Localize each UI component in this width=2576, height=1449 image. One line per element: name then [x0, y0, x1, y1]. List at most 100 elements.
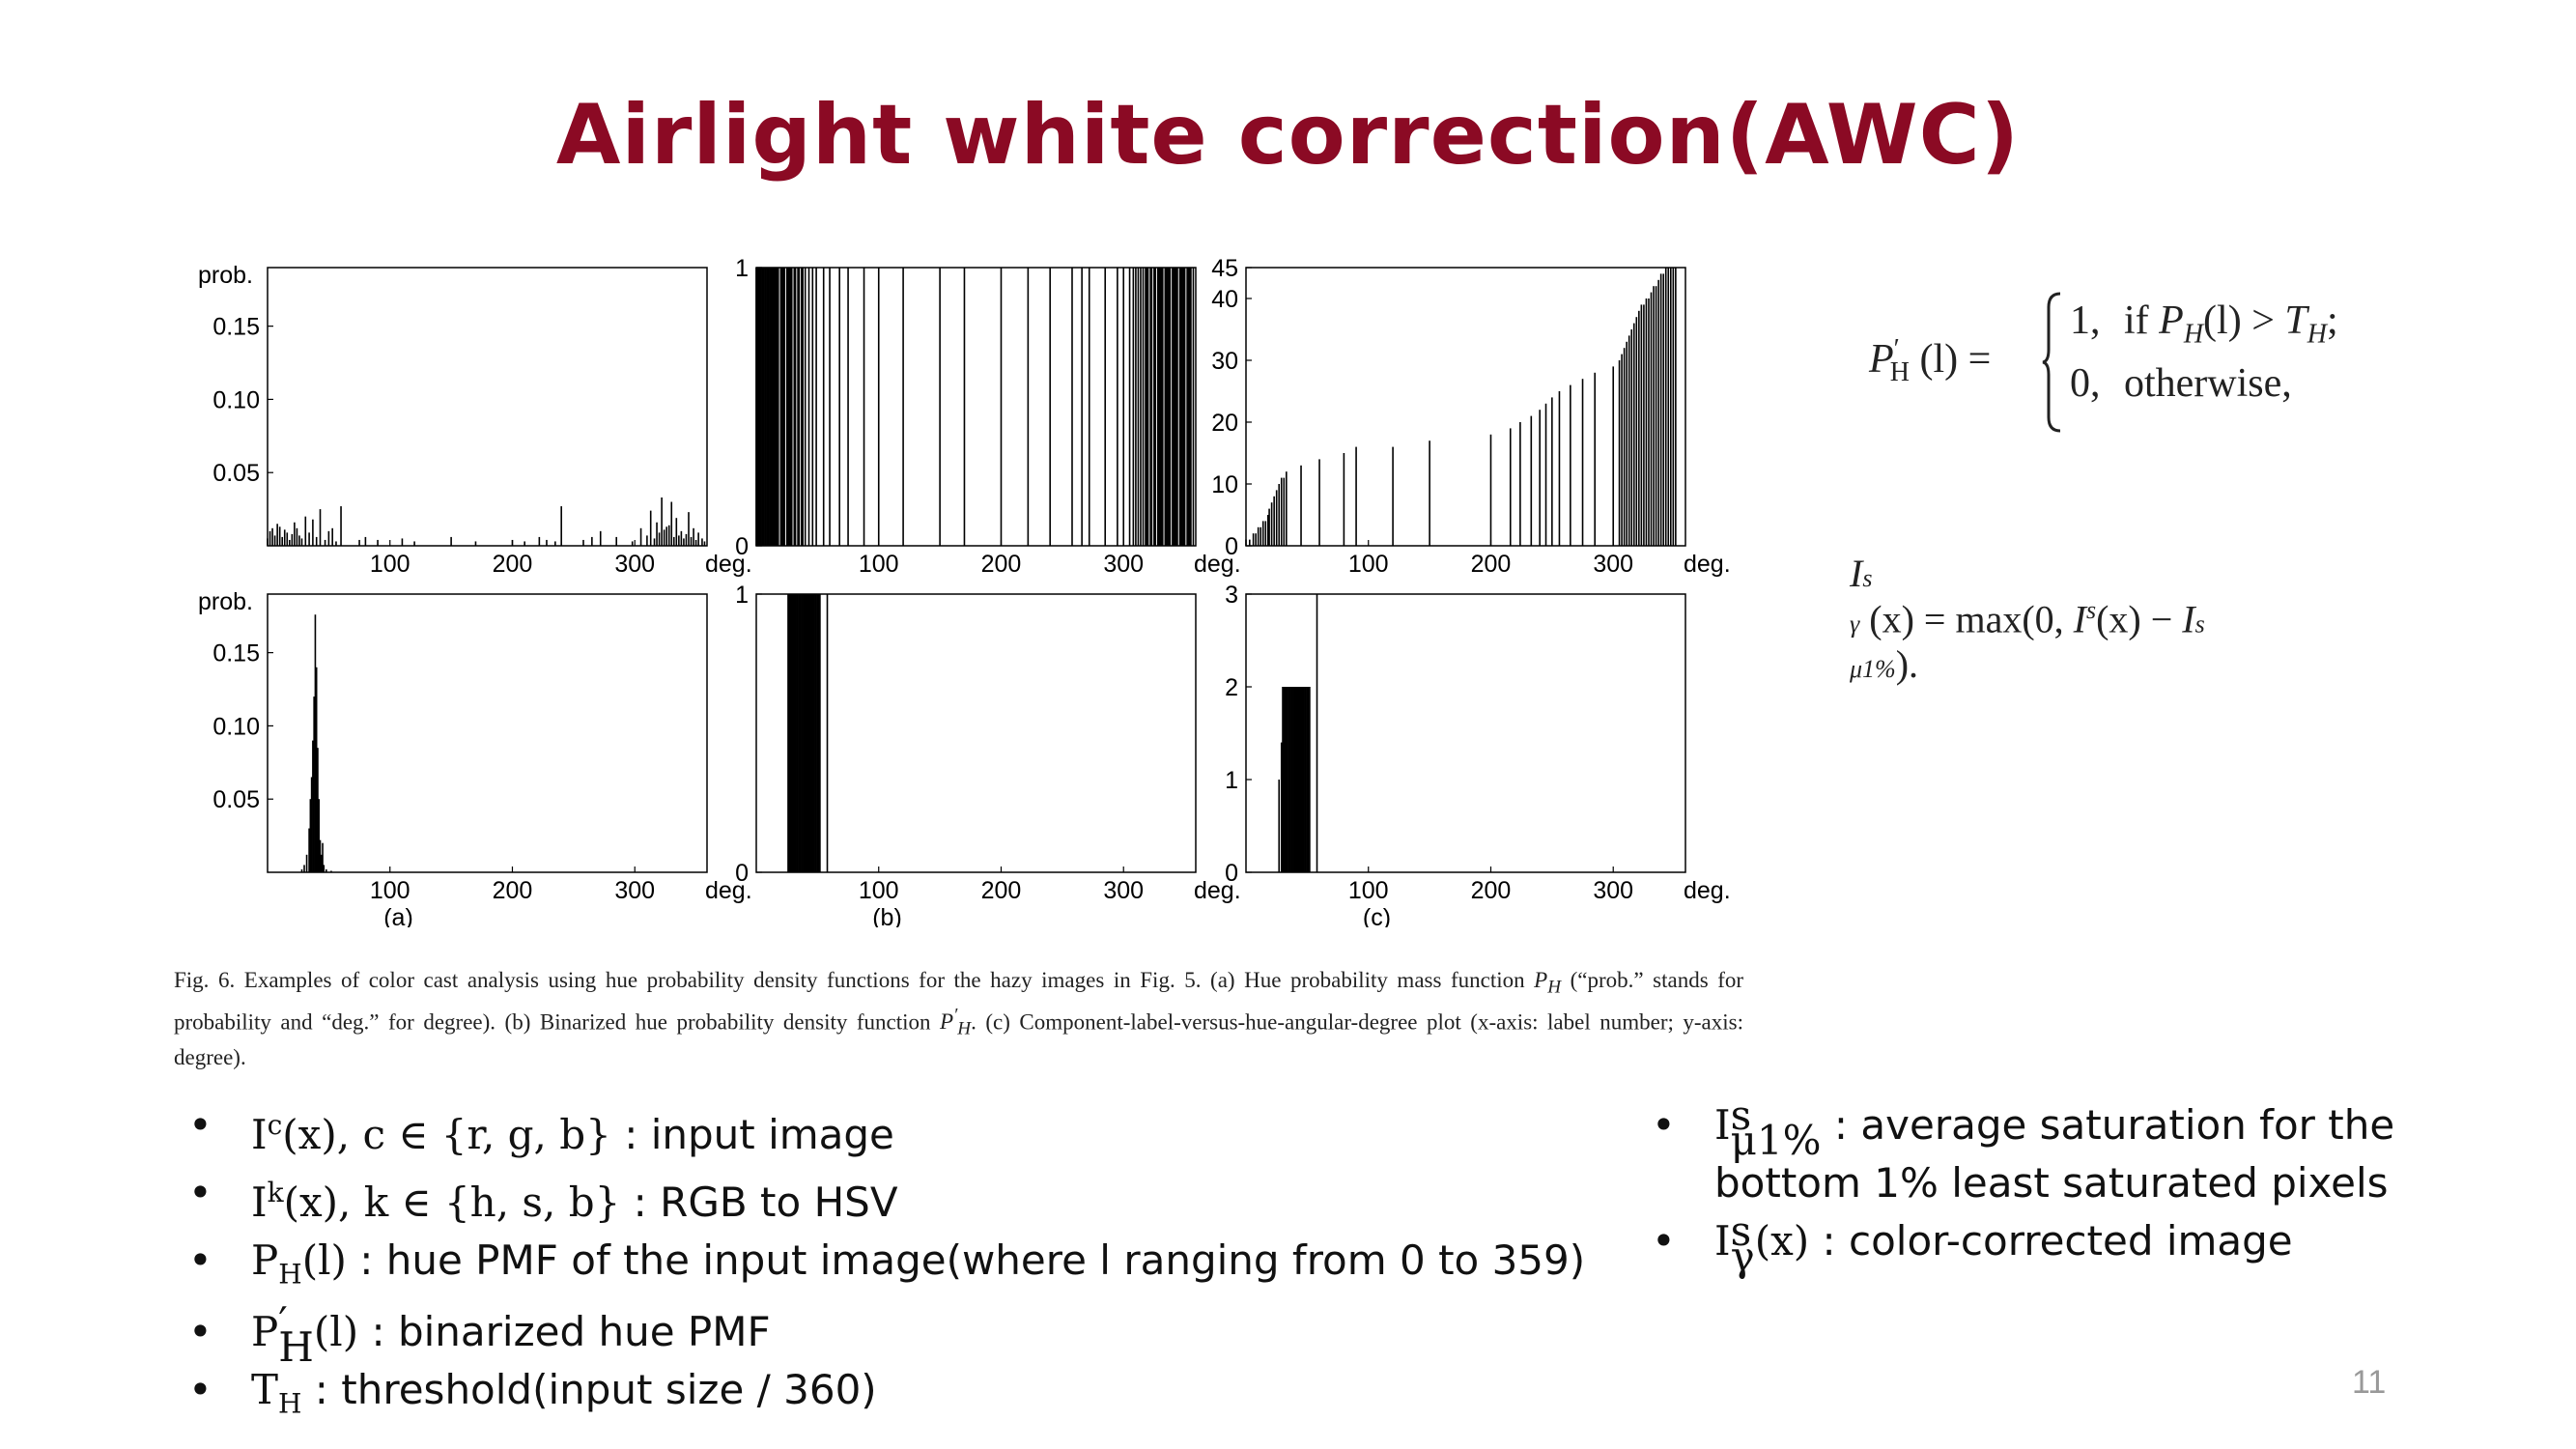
- bar: [1156, 268, 1159, 546]
- bar: [1318, 459, 1320, 546]
- bar: [1296, 687, 1299, 872]
- bar: [1675, 268, 1677, 546]
- x-axis-label: deg.: [1684, 551, 1731, 578]
- bar: [1146, 268, 1149, 546]
- bar: [1174, 268, 1176, 546]
- y-tick-label: 0: [1225, 860, 1238, 887]
- bar: [1306, 687, 1309, 872]
- bar: [1640, 304, 1643, 546]
- bar: [789, 268, 792, 546]
- bar: [1286, 687, 1288, 872]
- bar: [1142, 268, 1145, 546]
- y-tick-label: 2: [1225, 674, 1238, 701]
- bar: [790, 268, 793, 546]
- bar: [817, 594, 820, 872]
- bar: [1632, 323, 1635, 546]
- y-tick-label: 0.10: [212, 386, 260, 413]
- bar: [1343, 453, 1345, 546]
- bar: [810, 594, 812, 872]
- bar: [1297, 687, 1300, 872]
- plot-frame: [755, 593, 1197, 873]
- bar: [811, 594, 814, 872]
- bar: [1302, 687, 1305, 872]
- x-axis-label: deg.: [705, 877, 752, 904]
- bar: [308, 532, 310, 546]
- bar: [1255, 533, 1257, 546]
- bar: [690, 536, 693, 546]
- bar: [1275, 490, 1278, 546]
- bar: [764, 268, 766, 546]
- bar: [1290, 687, 1292, 872]
- slide-title: Airlight white correction(AWC): [555, 87, 2021, 184]
- bar: [1137, 268, 1140, 546]
- x-tick-label: 100: [859, 551, 899, 578]
- saturation-correction-equation: Is γ (x) = max(0, Is(x) − Is μ1%).: [1850, 552, 2205, 687]
- bar: [323, 865, 326, 872]
- x-tick-label: 100: [370, 551, 410, 578]
- bar: [413, 541, 415, 546]
- bar: [678, 535, 680, 546]
- bar: [815, 594, 817, 872]
- bar: [269, 530, 271, 546]
- bar: [1570, 384, 1571, 546]
- bar: [1190, 268, 1192, 546]
- bar: [801, 268, 803, 546]
- bar: [761, 268, 764, 546]
- bar: [779, 268, 782, 546]
- bar: [599, 530, 602, 546]
- bar: [1287, 687, 1288, 872]
- bar: [1183, 268, 1186, 546]
- bar: [1292, 687, 1295, 872]
- x-axis-label: deg.: [705, 551, 752, 578]
- x-axis-label: deg.: [1194, 551, 1241, 578]
- y-tick-label: 1: [1225, 767, 1238, 794]
- x-tick-label: 200: [1471, 877, 1512, 904]
- bar: [310, 777, 313, 872]
- bar: [1539, 410, 1541, 546]
- page-number: 11: [2352, 1364, 2387, 1401]
- bar: [304, 516, 307, 546]
- bar: [822, 268, 825, 546]
- bar: [1544, 403, 1547, 546]
- list-item: P′H(l) : binarized hue PMF: [179, 1302, 1628, 1368]
- bar: [364, 536, 367, 546]
- bar: [615, 536, 618, 546]
- chart-a-bottom: 0.05 0.10 0.15 100 200 300 deg. prob. (a): [198, 588, 752, 927]
- bar: [797, 594, 799, 872]
- caption-label: Fig. 6.: [174, 968, 236, 992]
- bar: [803, 594, 806, 872]
- y-axis-label: prob.: [198, 262, 253, 289]
- bar: [767, 268, 770, 546]
- bar: [771, 268, 774, 546]
- bar: [665, 526, 667, 546]
- bar: [1645, 298, 1648, 546]
- x-tick-label: 100: [859, 877, 899, 904]
- bar: [1268, 508, 1270, 546]
- y-axis-label: prob.: [198, 588, 253, 615]
- y-tick-label: 30: [1211, 348, 1238, 375]
- bar: [314, 614, 317, 872]
- bar: [1288, 687, 1290, 872]
- bar: [1165, 268, 1168, 546]
- bar: [326, 868, 327, 872]
- bar: [693, 527, 694, 546]
- bar: [1252, 533, 1255, 546]
- bar: [783, 268, 785, 546]
- bar: [524, 541, 525, 546]
- bar: [1295, 687, 1297, 872]
- y-tick-label: 3: [1225, 582, 1238, 609]
- bar: [305, 854, 308, 872]
- bar: [1662, 273, 1664, 546]
- y-tick-label: 0.15: [212, 640, 260, 668]
- y-tick-label: 0.05: [212, 786, 260, 813]
- bar: [794, 268, 797, 546]
- bar: [1305, 687, 1307, 872]
- bar: [1282, 687, 1284, 872]
- hue-histogram-figure: 0.05 0.10 0.15 100 200 300 deg. prob. 0 1 100 200 30…: [198, 255, 1731, 927]
- bar: [819, 594, 821, 872]
- bar: [1594, 372, 1597, 546]
- x-tick-label: 200: [981, 877, 1022, 904]
- x-tick-label: 300: [1103, 551, 1144, 578]
- bar: [792, 594, 794, 872]
- bar: [1145, 268, 1146, 546]
